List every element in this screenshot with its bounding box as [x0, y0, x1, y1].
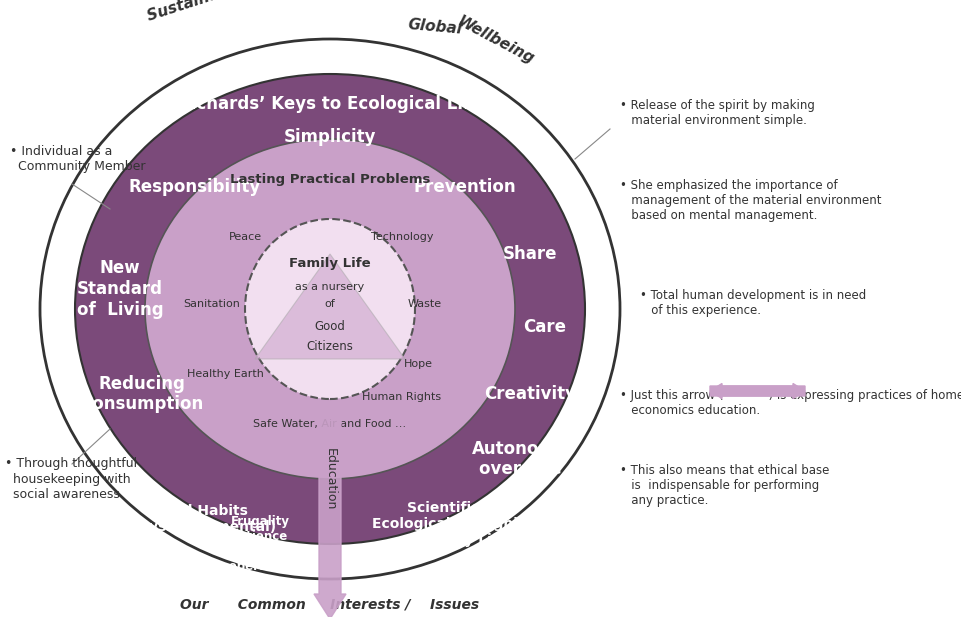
- Text: Waste: Waste: [407, 299, 442, 309]
- Text: Peace: Peace: [228, 232, 261, 242]
- Text: Citizens: Citizens: [307, 341, 353, 354]
- Text: • Total human development is in need
   of this experience.: • Total human development is in need of …: [639, 289, 865, 317]
- Text: Safe Water, Air and Food …: Safe Water, Air and Food …: [253, 419, 407, 429]
- Text: Simplicity: Simplicity: [283, 128, 376, 146]
- Text: Education: Education: [323, 448, 336, 510]
- FancyArrow shape: [709, 384, 804, 399]
- Text: • Individual as a
  Community Member: • Individual as a Community Member: [10, 145, 145, 173]
- Text: Hope: Hope: [403, 359, 432, 369]
- Ellipse shape: [40, 39, 619, 579]
- Ellipse shape: [75, 74, 584, 544]
- Text: Responsibility: Responsibility: [129, 178, 260, 196]
- Text: Good: Good: [314, 320, 345, 333]
- Ellipse shape: [245, 219, 414, 399]
- Text: Healthy Earth: Healthy Earth: [186, 369, 263, 379]
- Text: Family Life: Family Life: [289, 257, 370, 270]
- Text: Share: Share: [503, 245, 556, 263]
- Text: Prevention: Prevention: [413, 178, 516, 196]
- Text: Creativity: Creativity: [483, 385, 576, 403]
- Text: Global: Global: [407, 17, 462, 37]
- Text: Care: Care: [523, 318, 566, 336]
- Text: • Release of the spirit by making
   material environment simple.: • Release of the spirit by making materi…: [619, 99, 814, 127]
- Ellipse shape: [145, 139, 514, 479]
- FancyArrow shape: [313, 404, 346, 617]
- Text: Reducing
Consumption: Reducing Consumption: [81, 375, 204, 413]
- Text: Sanitation: Sanitation: [184, 299, 240, 309]
- Text: • She emphasized the importance of
   management of the material environment
   : • She emphasized the importance of manag…: [619, 179, 880, 222]
- Text: • This also means that ethical base
   is  indispensable for performing
   any p: • This also means that ethical base is i…: [619, 464, 828, 507]
- Text: Autonomy
over Life: Autonomy over Life: [472, 439, 567, 478]
- Text: Human Rights: Human Rights: [362, 392, 441, 402]
- Text: Scientific and
Ecological Recognition
to Daily Life: Scientific and Ecological Recognition to…: [371, 501, 548, 547]
- Text: Good Habits
(physical & mental): Good Habits (physical & mental): [123, 504, 276, 534]
- Text: Technology: Technology: [370, 232, 432, 242]
- Text: Our      Common     Interests /    Issues: Our Common Interests / Issues: [181, 597, 480, 611]
- Text: Lasting Practical Problems: Lasting Practical Problems: [230, 173, 430, 186]
- FancyArrow shape: [709, 384, 804, 399]
- Text: Wellbeing: Wellbeing: [454, 14, 535, 67]
- Text: Frugality
Patience
Sincerity
Cooperation …: Frugality Patience Sincerity Cooperation…: [211, 515, 308, 573]
- Text: of: of: [324, 299, 335, 309]
- Text: • Just this arrow (            ) is expressing practices of home
   economics ed: • Just this arrow ( ) is expressing prac…: [619, 389, 961, 417]
- Text: Richards’ Keys to Ecological Life: Richards’ Keys to Ecological Life: [178, 95, 481, 113]
- Polygon shape: [255, 254, 405, 359]
- Text: as a nursery: as a nursery: [295, 282, 364, 292]
- Text: • Through thoughtful
  housekeeping with
  social awareness: • Through thoughtful housekeeping with s…: [5, 457, 137, 500]
- Text: Sustainable Future: Sustainable Future: [145, 0, 305, 24]
- Text: New
Standard
of  Living: New Standard of Living: [77, 259, 163, 319]
